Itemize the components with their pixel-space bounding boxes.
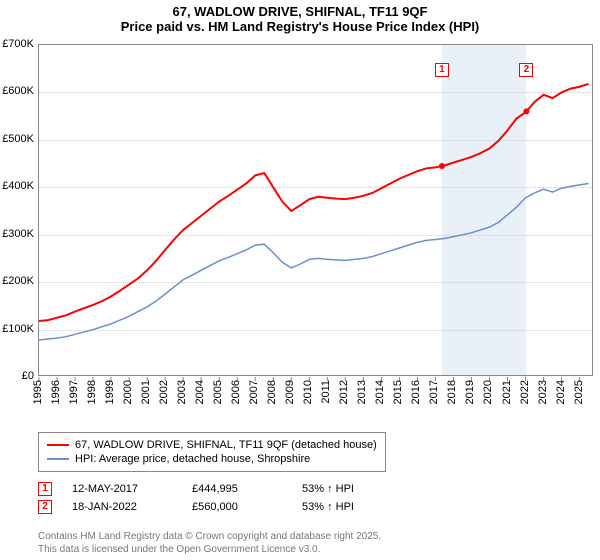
x-tick-label: 2018	[446, 380, 458, 404]
sale-marker: 2	[519, 63, 533, 77]
x-tick-label: 1995	[32, 380, 44, 404]
sale-delta: 53% ↑ HPI	[302, 501, 402, 513]
x-tick-label: 2012	[338, 380, 350, 404]
sale-dot	[439, 163, 445, 169]
legend-swatch	[47, 458, 69, 460]
sale-dot	[523, 108, 529, 114]
x-tick-label: 2020	[482, 380, 494, 404]
x-tick-label: 1996	[50, 380, 62, 404]
y-tick-label: £700K	[2, 38, 34, 50]
legend-label: 67, WADLOW DRIVE, SHIFNAL, TF11 9QF (det…	[75, 439, 377, 451]
sale-price: £560,000	[192, 501, 282, 513]
x-tick-label: 2023	[537, 380, 549, 404]
y-tick-label: £400K	[2, 180, 34, 192]
y-tick-label: £200K	[2, 275, 34, 287]
x-tick-label: 2011	[320, 380, 332, 404]
sales-table: 1 12-MAY-2017 £444,995 53% ↑ HPI 2 18-JAN-202…	[38, 478, 593, 518]
x-tick-label: 2017	[428, 380, 440, 404]
legend-row: HPI: Average price, detached house, Shro…	[47, 453, 377, 465]
sale-row: 1 12-MAY-2017 £444,995 53% ↑ HPI	[38, 482, 593, 496]
y-tick-label: £300K	[2, 228, 34, 240]
x-tick-label: 2010	[302, 380, 314, 404]
legend-row: 67, WADLOW DRIVE, SHIFNAL, TF11 9QF (det…	[47, 439, 377, 451]
sale-row: 2 18-JAN-2022 £560,000 53% ↑ HPI	[38, 500, 593, 514]
x-tick-label: 2021	[501, 380, 513, 404]
x-tick-label: 2013	[356, 380, 368, 404]
chart-container: 67, WADLOW DRIVE, SHIFNAL, TF11 9QF Pric…	[0, 0, 600, 560]
x-tick-label: 2008	[266, 380, 278, 404]
x-tick-label: 2019	[464, 380, 476, 404]
attribution-line-2: This data is licensed under the Open Gov…	[38, 544, 381, 557]
x-tick-label: 2000	[122, 380, 134, 404]
series-line	[39, 84, 589, 321]
title-line-2: Price paid vs. HM Land Registry's House …	[0, 19, 600, 34]
legend-label: HPI: Average price, detached house, Shro…	[75, 453, 310, 465]
sale-price: £444,995	[192, 483, 282, 495]
y-tick-label: £500K	[2, 133, 34, 145]
chart-svg	[39, 45, 592, 375]
x-tick-label: 1997	[68, 380, 80, 404]
sale-row-marker: 2	[38, 500, 52, 514]
x-tick-label: 2002	[158, 380, 170, 404]
plot-area: 12	[38, 44, 593, 376]
x-tick-label: 1999	[104, 380, 116, 404]
sale-delta: 53% ↑ HPI	[302, 483, 402, 495]
sale-date: 12-MAY-2017	[72, 483, 172, 495]
legend-swatch	[47, 444, 69, 446]
attribution-line-1: Contains HM Land Registry data © Crown c…	[38, 531, 381, 544]
series-line	[39, 183, 589, 340]
legend: 67, WADLOW DRIVE, SHIFNAL, TF11 9QF (det…	[38, 432, 386, 472]
sale-date: 18-JAN-2022	[72, 501, 172, 513]
x-tick-label: 2004	[194, 380, 206, 404]
y-axis-labels: £0£100K£200K£300K£400K£500K£600K£700K	[0, 44, 36, 376]
y-tick-label: £100K	[2, 323, 34, 335]
x-tick-label: 2014	[374, 380, 386, 404]
sale-row-marker: 1	[38, 482, 52, 496]
sale-marker: 1	[435, 63, 449, 77]
title-block: 67, WADLOW DRIVE, SHIFNAL, TF11 9QF Pric…	[0, 0, 600, 34]
x-tick-label: 2022	[519, 380, 531, 404]
x-tick-label: 2005	[212, 380, 224, 404]
x-tick-label: 2009	[284, 380, 296, 404]
x-tick-label: 1998	[86, 380, 98, 404]
x-tick-label: 2006	[230, 380, 242, 404]
x-tick-label: 2016	[410, 380, 422, 404]
x-tick-label: 2025	[573, 380, 585, 404]
x-tick-label: 2024	[555, 380, 567, 404]
y-tick-label: £600K	[2, 85, 34, 97]
x-tick-label: 2001	[140, 380, 152, 404]
x-tick-label: 2015	[392, 380, 404, 404]
x-tick-label: 2007	[248, 380, 260, 404]
attribution: Contains HM Land Registry data © Crown c…	[38, 531, 381, 556]
title-line-1: 67, WADLOW DRIVE, SHIFNAL, TF11 9QF	[0, 4, 600, 19]
x-axis-labels: 1995199619971998199920002001200220032004…	[38, 378, 593, 426]
x-tick-label: 2003	[176, 380, 188, 404]
